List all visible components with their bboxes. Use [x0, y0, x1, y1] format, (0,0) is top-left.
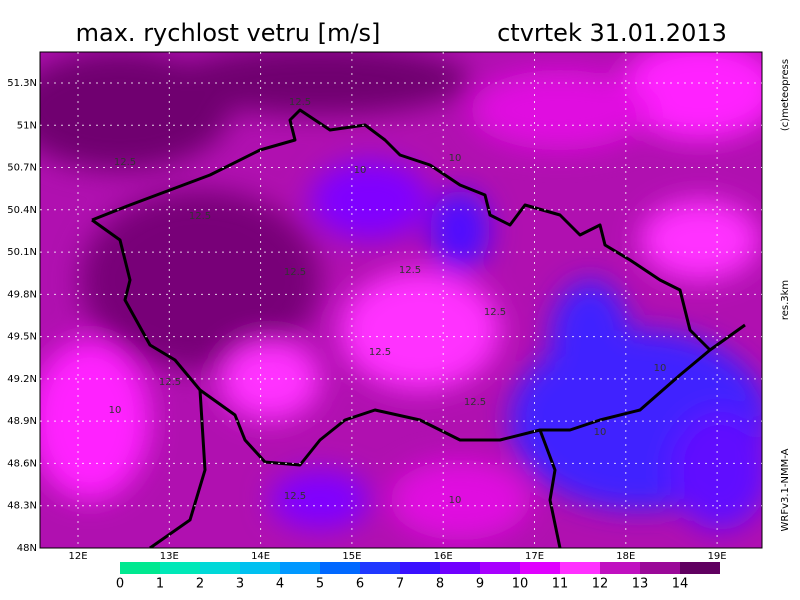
- lon-label: 14E: [251, 551, 270, 562]
- lat-label: 50.4N: [7, 205, 37, 216]
- side-label: res.3km: [780, 280, 791, 320]
- contour-label: 12.5: [464, 397, 486, 408]
- colorbar-swatch: [120, 562, 160, 574]
- contour-label: 10: [449, 153, 462, 164]
- colorbar-label: 13: [632, 577, 649, 592]
- colorbar-label: 5: [316, 577, 324, 592]
- lat-label: 48N: [17, 543, 37, 554]
- colorbar-label: 10: [512, 577, 529, 592]
- colorbar-swatch: [80, 562, 120, 574]
- border: [91, 218, 746, 467]
- lon-label: 16E: [434, 551, 453, 562]
- colorbar-label: 3: [236, 577, 244, 592]
- colorbar-swatch: [680, 562, 720, 574]
- colorbar-swatch: [600, 562, 640, 574]
- colorbar-label: 2: [196, 577, 204, 592]
- contour-label: 12.5: [284, 491, 306, 502]
- lon-label: 19E: [708, 551, 727, 562]
- contour-label: 12.5: [114, 157, 136, 168]
- colorbar-label: 7: [396, 577, 404, 592]
- lat-label: 51N: [17, 120, 37, 131]
- colorbar-swatch: [160, 562, 200, 574]
- colorbar-swatch: [640, 562, 680, 574]
- border: [149, 389, 207, 548]
- lat-label: 50.7N: [7, 163, 37, 174]
- contour-label: 10: [654, 363, 667, 374]
- contour-label: 12.5: [284, 267, 306, 278]
- contour-label: 10: [449, 495, 462, 506]
- contour-label: 12.5: [399, 265, 421, 276]
- lat-label: 49.2N: [7, 374, 37, 385]
- colorbar-label: 1: [156, 577, 164, 592]
- side-label: WRFv3.1-NMM-A: [780, 448, 791, 531]
- contour-label: 10: [109, 405, 122, 416]
- colorbar-label: 0: [116, 577, 124, 592]
- map-date: ctvrtek 31.01.2013: [497, 19, 727, 47]
- lat-label: 50.1N: [7, 247, 37, 258]
- colorbar-swatch: [400, 562, 440, 574]
- map-title: max. rychlost vetru [m/s]: [76, 19, 381, 47]
- lon-label: 12E: [68, 551, 87, 562]
- border: [538, 429, 562, 548]
- colorbar-label: 6: [356, 577, 364, 592]
- colorbar-label: 12: [592, 577, 609, 592]
- colorbar-swatch: [520, 562, 560, 574]
- colorbar-label: 8: [436, 577, 444, 592]
- lat-label: 48.6N: [7, 458, 37, 469]
- colorbar-label: 14: [672, 577, 689, 592]
- colorbar-swatch: [200, 562, 240, 574]
- lon-label: 18E: [616, 551, 635, 562]
- map-frame: [39, 51, 763, 549]
- colorbar-swatch: [560, 562, 600, 574]
- lon-label: 15E: [342, 551, 361, 562]
- lat-label: 48.9N: [7, 416, 37, 427]
- contour-label: 12.5: [369, 347, 391, 358]
- colorbar-swatch: [440, 562, 480, 574]
- colorbar-swatch: [240, 562, 280, 574]
- border: [91, 108, 712, 352]
- colorbar-swatch: [320, 562, 360, 574]
- contour-label: 12.5: [159, 377, 181, 388]
- lat-label: 49.8N: [7, 289, 37, 300]
- colorbar-swatch: [480, 562, 520, 574]
- contour-label: 10: [354, 165, 367, 176]
- lon-label: 17E: [525, 551, 544, 562]
- colorbar-swatch: [280, 562, 320, 574]
- map-field: [40, 52, 762, 548]
- side-label: (c)meteopress: [780, 59, 791, 131]
- colorbar-swatch: [360, 562, 400, 574]
- contour-label: 10: [594, 427, 607, 438]
- contour-label: 12.5: [289, 97, 311, 108]
- contour-label: 12.5: [484, 307, 506, 318]
- colorbar-label: 9: [476, 577, 484, 592]
- lat-label: 51.3N: [7, 78, 37, 89]
- lat-label: 48.3N: [7, 501, 37, 512]
- colorbar-label: 11: [552, 577, 569, 592]
- lat-label: 49.5N: [7, 332, 37, 343]
- contour-label: 12.5: [189, 211, 211, 222]
- lon-label: 13E: [160, 551, 179, 562]
- colorbar-label: 4: [276, 577, 284, 592]
